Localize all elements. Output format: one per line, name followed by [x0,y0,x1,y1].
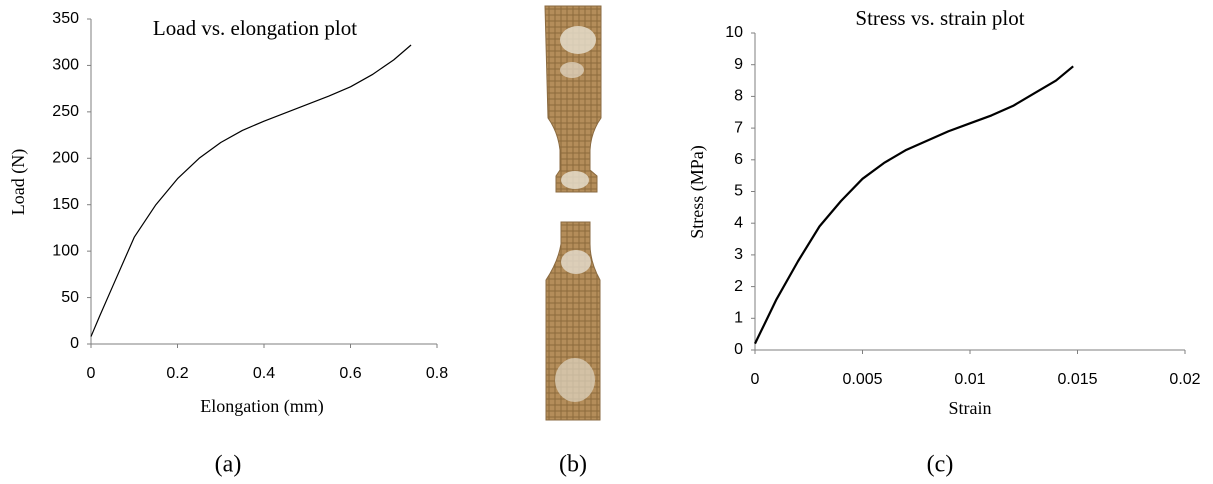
y-tick-label: 10 [725,24,743,41]
data-line [754,65,1074,345]
x-axis-label: Elongation (mm) [200,396,323,417]
caption: (c) [927,452,954,478]
x-axis-label: Strain [949,398,992,418]
y-tick-label: 200 [52,150,79,167]
y-tick-label: 5 [734,183,743,200]
specimen-photo [542,4,606,422]
y-tick-label: 300 [52,57,79,74]
y-tick-label: 6 [734,151,743,168]
x-tick-label: 0.015 [1057,371,1097,388]
caption: (a) [215,452,242,478]
x-tick-label: 0.4 [253,365,275,382]
y-tick-label: 100 [52,242,79,259]
y-axis-label: Load (N) [8,149,29,215]
y-tick-label: 0 [734,341,743,358]
x-tick-label: 0 [751,371,760,388]
x-tick-label: 0.01 [954,371,985,388]
x-tick-label: 0.005 [842,371,882,388]
x-tick-label: 0.8 [426,365,448,382]
chart-title: Load vs. elongation plot [153,16,357,40]
data-line [90,44,412,337]
x-tick-label: 0 [87,365,96,382]
y-tick-label: 150 [52,196,79,213]
y-tick-label: 2 [734,278,743,295]
y-axis-label: Stress (MPa) [687,145,708,239]
y-tick-label: 3 [734,246,743,263]
y-tick-label: 250 [52,103,79,120]
chart-title: Stress vs. strain plot [855,6,1024,30]
caption: (b) [559,452,587,478]
y-tick-label: 1 [734,310,743,327]
y-tick-label: 7 [734,119,743,136]
y-tick-label: 8 [734,88,743,105]
x-tick-label: 0.6 [339,365,361,382]
y-tick-label: 4 [734,214,743,231]
y-tick-label: 50 [61,289,79,306]
y-tick-label: 350 [52,10,79,27]
x-tick-label: 0.02 [1169,371,1200,388]
x-tick-label: 0.2 [166,365,188,382]
y-tick-label: 0 [70,335,79,352]
y-tick-label: 9 [734,56,743,73]
